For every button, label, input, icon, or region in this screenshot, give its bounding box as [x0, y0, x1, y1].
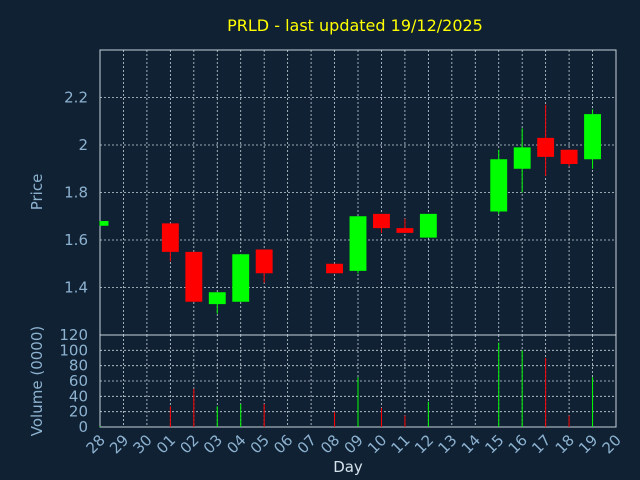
volume-tick-label: 40 — [69, 387, 88, 405]
volume-tick-label: 100 — [59, 341, 88, 359]
candle-body — [161, 223, 179, 252]
volume-tick-label: 0 — [78, 418, 88, 436]
candle-body — [349, 216, 367, 271]
candle-body — [490, 159, 508, 212]
price-tick-label: 2 — [78, 136, 88, 154]
candle-body — [100, 221, 109, 226]
candle-body — [208, 292, 226, 305]
volume-tick-label: 120 — [59, 326, 88, 344]
candle-body — [326, 263, 343, 274]
candle-body — [255, 249, 273, 274]
candle-body — [185, 251, 203, 302]
volume-tick-label: 20 — [69, 403, 88, 421]
candle-body — [537, 137, 555, 157]
candle-body — [560, 149, 578, 164]
candle-body — [419, 213, 437, 238]
candle-body — [584, 114, 601, 160]
candle-body — [513, 147, 531, 169]
volume-tick-label: 60 — [69, 372, 88, 390]
price-panel: 1.4 1.6 1.8 2 2.2 — [64, 49, 617, 336]
volume-axis-label: Volume (0000) — [28, 326, 46, 436]
price-tick-label: 1.8 — [64, 184, 88, 202]
price-tick-label: 2.2 — [64, 89, 88, 107]
volume-tick-label: 80 — [69, 357, 88, 375]
price-tick-label: 1.6 — [64, 231, 88, 249]
chart-title: PRLD - last updated 19/12/2025 — [227, 16, 483, 35]
price-axis-label: Price — [28, 174, 46, 211]
candle-body — [373, 213, 390, 229]
candle-body — [232, 254, 250, 302]
x-axis-label: Day — [333, 458, 363, 476]
candle-body — [396, 228, 414, 233]
price-tick-label: 1.4 — [64, 279, 88, 297]
